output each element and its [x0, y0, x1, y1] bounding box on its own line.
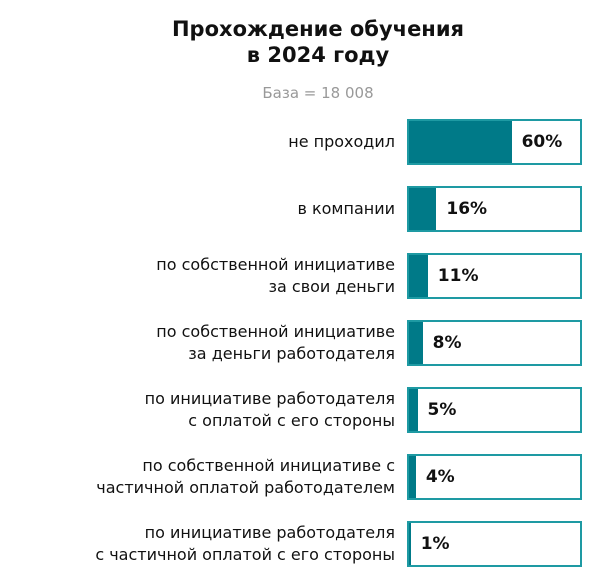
bar-track: 60% — [407, 119, 582, 165]
value-label: 60% — [521, 132, 563, 152]
bar-row: по собственной инициативе за деньги работ… — [0, 320, 600, 366]
category-label-line: не проходил — [288, 132, 395, 151]
value-label: 1% — [420, 534, 450, 554]
value-label: 5% — [427, 400, 457, 420]
value-label: 4% — [425, 467, 455, 487]
chart-title-line-2: в 2024 году — [246, 43, 390, 67]
category-label-line: по инициативе работодателя — [144, 389, 395, 408]
value-label: 8% — [432, 333, 462, 353]
chart-title-line-1: Прохождение обучения — [171, 17, 465, 41]
category-label: в компании — [297, 186, 395, 232]
category-label-line: по собственной инициативе с — [142, 456, 395, 475]
category-label: по собственной инициативе за свои деньги — [156, 253, 395, 299]
bar — [409, 255, 428, 297]
category-label-line: за деньги работодателя — [188, 344, 395, 363]
chart-title: Прохождение обучения в 2024 году — [0, 16, 600, 68]
category-label: по инициативе работодателя с оплатой с ег… — [145, 387, 395, 433]
bar-row: по инициативе работодателя с оплатой с ег… — [0, 387, 600, 433]
bar — [409, 121, 512, 163]
bar-track: 8% — [407, 320, 582, 366]
category-label-line: по собственной инициативе — [156, 322, 395, 341]
category-label: по собственной инициативе за деньги работ… — [156, 320, 395, 366]
category-label-line: за свои деньги — [268, 277, 396, 296]
value-label: 16% — [446, 199, 488, 219]
chart-subtitle: База = 18 008 — [262, 84, 374, 102]
bar — [409, 456, 416, 498]
bar — [409, 322, 423, 364]
category-label-line: с оплатой с его стороны — [188, 411, 395, 430]
category-label-line: в компании — [297, 199, 395, 218]
bar-row: по инициативе работодателя с частичной оп… — [0, 521, 600, 567]
bar-track: 1% — [407, 521, 582, 567]
bar-row: по собственной инициативе за свои деньги 1… — [0, 253, 600, 299]
bar-track: 16% — [407, 186, 582, 232]
bar-track: 5% — [407, 387, 582, 433]
category-label-line: по инициативе работодателя — [144, 523, 395, 542]
bar — [409, 389, 418, 431]
bar-track: 11% — [407, 253, 582, 299]
bar-row: не проходил 60% — [0, 119, 600, 165]
category-label: по инициативе работодателя с частичной оп… — [95, 521, 395, 567]
value-label: 11% — [437, 266, 479, 286]
bar — [409, 188, 437, 230]
category-label: не проходил — [288, 119, 395, 165]
bar-track: 4% — [407, 454, 582, 500]
bar-row: в компании 16% — [0, 186, 600, 232]
category-label: по собственной инициативе с частичной опл… — [96, 454, 395, 500]
bar — [409, 523, 411, 565]
category-label-line: частичной оплатой работодателем — [96, 478, 395, 497]
category-label-line: по собственной инициативе — [156, 255, 395, 274]
bar-row: по собственной инициативе с частичной опл… — [0, 454, 600, 500]
category-label-line: с частичной оплатой с его стороны — [95, 545, 395, 564]
